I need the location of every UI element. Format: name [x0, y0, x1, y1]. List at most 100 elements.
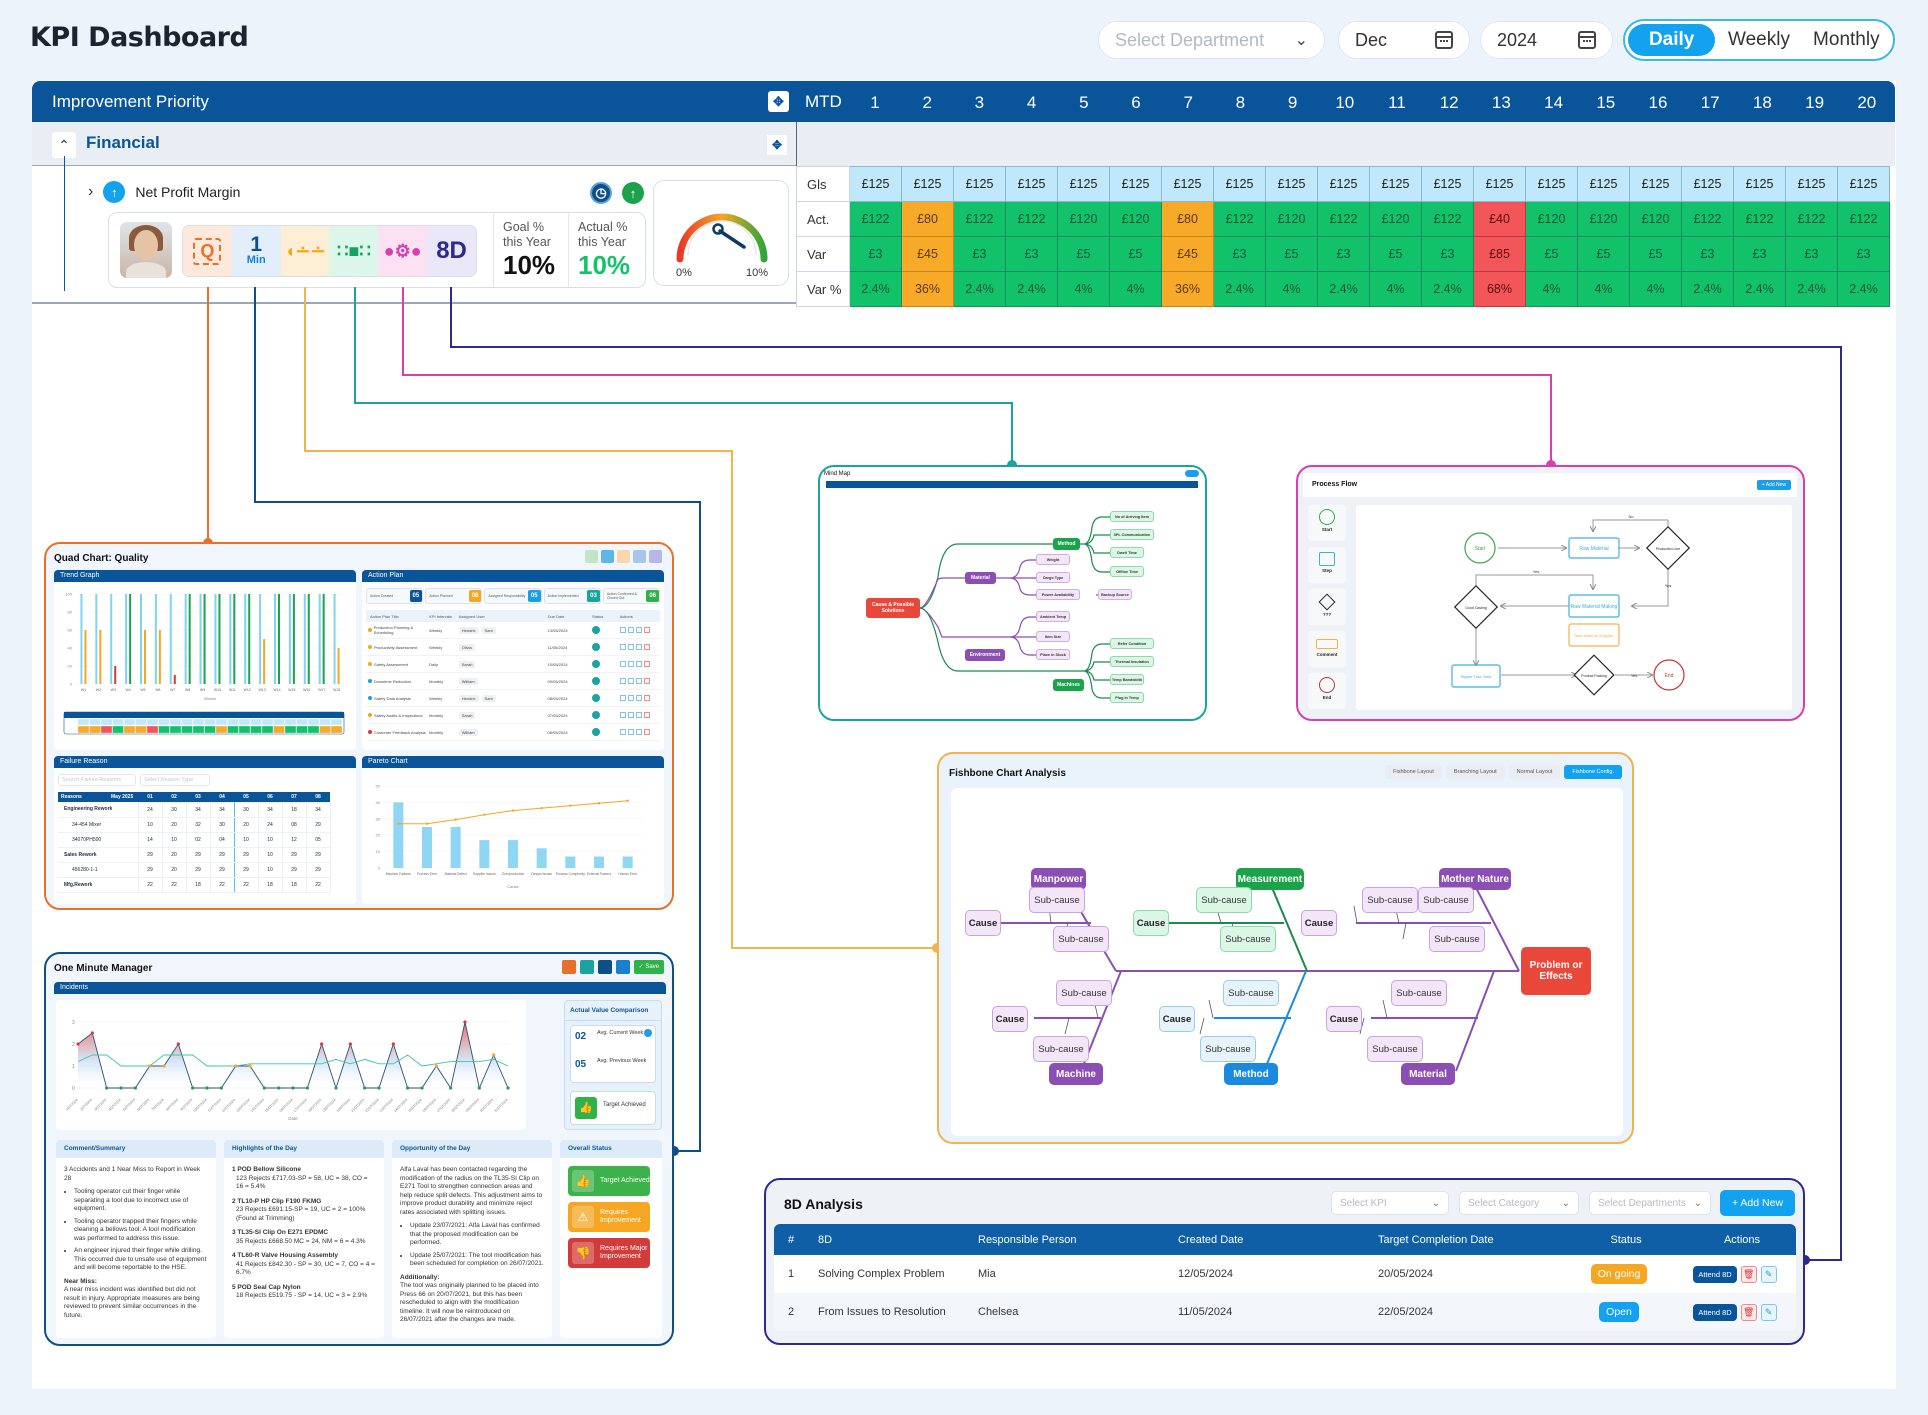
- palette-item-end[interactable]: End: [1308, 673, 1346, 709]
- collapse-all-icon[interactable]: ✥: [768, 91, 789, 112]
- mind-map-leaf[interactable]: Dwell Time: [1110, 547, 1144, 558]
- eight-d-button[interactable]: 8D: [427, 226, 476, 276]
- kpi-grid-cell[interactable]: 36%: [1161, 271, 1214, 307]
- kpi-grid-cell[interactable]: £120: [1525, 201, 1578, 237]
- mind-map-leaf[interactable]: Item Size: [1036, 631, 1070, 642]
- quad-tool-icon[interactable]: [617, 550, 630, 563]
- fishbone-subcause[interactable]: Sub-cause: [1200, 1036, 1256, 1062]
- fishbone-cause[interactable]: Cause: [1301, 910, 1337, 936]
- save-button[interactable]: ✓ Save: [633, 960, 664, 974]
- process-flow-button[interactable]: ●⚙●: [378, 226, 428, 276]
- kpi-grid-cell[interactable]: £125: [1317, 166, 1370, 202]
- kpi-grid-cell[interactable]: £125: [1421, 166, 1474, 202]
- failure-reason-row[interactable]: 34070PH500 14 10 02 04 10 10 12 05: [58, 831, 331, 848]
- kpi-grid-cell[interactable]: 2.4%: [953, 271, 1006, 307]
- kpi-grid-cell[interactable]: £125: [1057, 166, 1110, 202]
- kpi-grid-cell[interactable]: £125: [1161, 166, 1214, 202]
- kpi-grid-cell[interactable]: £3: [953, 236, 1006, 272]
- mind-map-leaf[interactable]: Temp Bandwidth: [1110, 674, 1144, 685]
- mind-map-leaf[interactable]: Ambient Temp: [1036, 611, 1070, 622]
- fishbone-subcause[interactable]: Sub-cause: [1429, 926, 1485, 952]
- fishbone-layout-button[interactable]: Branching Layout: [1445, 765, 1505, 779]
- kpi-grid-cell[interactable]: 2.4%: [1005, 271, 1058, 307]
- status-requires-improvement[interactable]: ⚠ Requires Improvement: [568, 1202, 650, 1232]
- kpi-grid-cell[interactable]: £45: [901, 236, 954, 272]
- kpi-grid-cell[interactable]: £5: [1109, 236, 1162, 272]
- kpi-grid-cell[interactable]: £122: [1421, 201, 1474, 237]
- kpi-grid-cell[interactable]: £122: [1837, 201, 1890, 237]
- kpi-grid-cell[interactable]: £45: [1161, 236, 1214, 272]
- user-icon[interactable]: [597, 960, 612, 974]
- collapse-group-icon[interactable]: ✥: [767, 135, 787, 155]
- action-count-chip[interactable]: Action Confirmed & Closed Out 06: [602, 588, 661, 604]
- kpi-grid-cell[interactable]: 2.4%: [1733, 271, 1786, 307]
- add-8d-button[interactable]: + Add New: [1720, 1190, 1795, 1216]
- attend-8d-button[interactable]: Attend 8D: [1693, 1303, 1737, 1321]
- quad-tool-icon[interactable]: [601, 550, 614, 563]
- mind-map-menu-button[interactable]: [1185, 470, 1199, 477]
- kpi-grid-cell[interactable]: 2.4%: [1421, 271, 1474, 307]
- kpi-grid-cell[interactable]: £3: [849, 236, 902, 272]
- kpi-grid-cell[interactable]: 4%: [1369, 271, 1422, 307]
- chevron-right-icon[interactable]: ›: [88, 183, 94, 200]
- select-departments[interactable]: Select Departments ⌄: [1589, 1191, 1711, 1215]
- action-plan-row[interactable]: Safety Data Analysis Weekly Hendrix Sam 0…: [366, 690, 660, 707]
- period-weekly[interactable]: Weekly: [1728, 29, 1790, 50]
- fishbone-category[interactable]: Manpower: [1031, 868, 1086, 890]
- kpi-grid-cell[interactable]: 2.4%: [1317, 271, 1370, 307]
- fishbone-subcause[interactable]: Sub-cause: [1367, 1036, 1423, 1062]
- kpi-grid-cell[interactable]: £120: [1109, 201, 1162, 237]
- mind-map-branch[interactable]: Material: [965, 572, 996, 584]
- fishbone-cause[interactable]: Cause: [1133, 910, 1169, 936]
- kpi-grid-cell[interactable]: £125: [1213, 166, 1266, 202]
- failure-reason-row[interactable]: Engineering Rework 24 30 34 34 30 34 18 34: [58, 801, 331, 818]
- mind-map-leaf[interactable]: Power Availability: [1036, 589, 1080, 600]
- kpi-grid-cell[interactable]: £80: [1161, 201, 1214, 237]
- kpi-grid-cell[interactable]: £125: [1265, 166, 1318, 202]
- gauge-icon[interactable]: [615, 960, 630, 974]
- fishbone-subcause[interactable]: Sub-cause: [1053, 926, 1109, 952]
- fishbone-cause[interactable]: Cause: [965, 910, 1001, 936]
- fishbone-cause[interactable]: Cause: [1159, 1006, 1195, 1032]
- palette-item-step[interactable]: Step: [1308, 547, 1346, 583]
- kpi-grid-cell[interactable]: £5: [1525, 236, 1578, 272]
- kpi-grid-cell[interactable]: 2.4%: [849, 271, 902, 307]
- mind-map-leaf[interactable]: Refer Condition: [1110, 638, 1154, 649]
- kpi-grid-cell[interactable]: £40: [1473, 201, 1526, 237]
- quad-tool-icon[interactable]: [585, 550, 598, 563]
- kpi-grid-cell[interactable]: £5: [1265, 236, 1318, 272]
- palette-item-[interactable]: ???: [1308, 589, 1346, 625]
- quad-tool-icon[interactable]: [649, 550, 662, 563]
- kpi-name[interactable]: Net Profit Margin: [135, 184, 241, 200]
- mind-map-leaf[interactable]: Thermal Insulation: [1110, 656, 1154, 667]
- palette-item-start[interactable]: Start: [1308, 505, 1346, 541]
- fishbone-subcause[interactable]: Sub-cause: [1223, 980, 1279, 1006]
- mind-map-leaf[interactable]: Weight: [1036, 554, 1070, 565]
- fishbone-layout-button[interactable]: Fishbone Layout: [1385, 765, 1442, 779]
- eight-d-row[interactable]: 1 Solving Complex Problem Mia 12/05/2024 20/…: [774, 1255, 1796, 1293]
- kpi-grid-cell[interactable]: 4%: [1629, 271, 1682, 307]
- fishbone-subcause[interactable]: Sub-cause: [1220, 926, 1276, 952]
- fishbone-subcause[interactable]: Sub-cause: [1391, 980, 1447, 1006]
- kpi-grid-cell[interactable]: £3: [1681, 236, 1734, 272]
- kpi-grid-cell[interactable]: 2.4%: [1681, 271, 1734, 307]
- delete-icon[interactable]: 🗑: [1740, 1265, 1757, 1283]
- quad-tool-icon[interactable]: [633, 550, 646, 563]
- mind-map-leaf[interactable]: Cargo Type: [1036, 572, 1070, 583]
- kpi-grid-cell[interactable]: £125: [1733, 166, 1786, 202]
- kpi-grid-cell[interactable]: 2.4%: [1213, 271, 1266, 307]
- kpi-grid-cell[interactable]: £125: [1109, 166, 1162, 202]
- fishbone-subcause[interactable]: Sub-cause: [1056, 980, 1112, 1006]
- reason-type-select[interactable]: Select Reason Type: [140, 774, 210, 786]
- mind-map-button[interactable]: ∷■∷: [329, 226, 379, 276]
- mind-map-leaf[interactable]: Place in Stock: [1036, 649, 1070, 660]
- kpi-grid-cell[interactable]: £125: [1837, 166, 1890, 202]
- fishbone-layout-button[interactable]: Fishbone Config.: [1564, 765, 1622, 779]
- kpi-grid-cell[interactable]: £3: [1005, 236, 1058, 272]
- kpi-grid-cell[interactable]: £120: [1629, 201, 1682, 237]
- kpi-grid-cell[interactable]: £5: [1577, 236, 1630, 272]
- kpi-grid-cell[interactable]: £80: [901, 201, 954, 237]
- eight-d-row[interactable]: 2 From Issues to Resolution Chelsea 11/05/2…: [774, 1293, 1796, 1331]
- fishbone-category[interactable]: Material: [1401, 1063, 1455, 1085]
- action-plan-row[interactable]: Production Planning & Scheduling Weekly …: [366, 622, 660, 639]
